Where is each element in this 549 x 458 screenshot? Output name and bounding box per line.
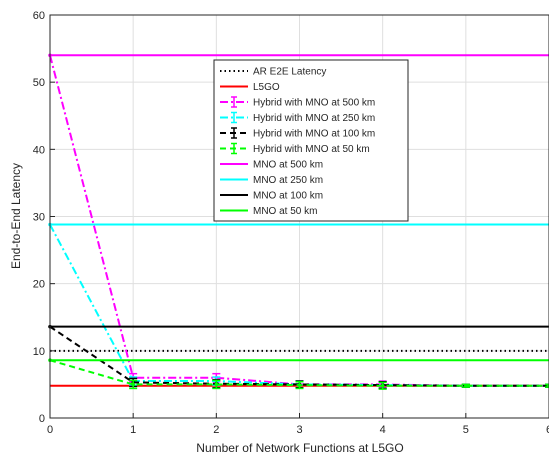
legend-entry: MNO at 50 km xyxy=(220,206,317,217)
series-layer xyxy=(48,53,549,390)
legend-entry: MNO at 100 km xyxy=(220,191,323,202)
legend-entry: Hybrid with MNO at 250 km xyxy=(220,111,375,124)
legend-label: MNO at 100 km xyxy=(253,191,323,202)
legend-label: MNO at 500 km xyxy=(253,160,323,171)
data-point xyxy=(297,383,302,387)
y-axis-label: End-to-End Latency xyxy=(9,163,23,269)
x-tick-label: 0 xyxy=(47,424,53,436)
legend-entry: MNO at 250 km xyxy=(220,175,323,186)
legend-entry: Hybrid with MNO at 500 km xyxy=(220,96,375,109)
legend-entry: Hybrid with MNO at 50 km xyxy=(220,142,370,155)
x-tick-label: 1 xyxy=(130,424,136,436)
series-5 xyxy=(48,358,549,390)
x-tick-label: 2 xyxy=(213,424,219,436)
y-tick-label: 10 xyxy=(33,346,45,358)
data-point xyxy=(131,382,135,387)
x-tick-label: 4 xyxy=(380,424,386,436)
y-tick-label: 50 xyxy=(33,77,45,89)
legend-entry: L5GO xyxy=(220,82,280,93)
x-axis-label: Number of Network Functions at L5GO xyxy=(196,441,403,455)
legend-label: Hybrid with MNO at 500 km xyxy=(253,98,375,109)
legend-label: MNO at 250 km xyxy=(253,175,323,186)
axes xyxy=(49,14,549,419)
legend-label: Hybrid with MNO at 50 km xyxy=(253,144,370,155)
y-tick-label: 0 xyxy=(39,413,45,425)
legend-entry: Hybrid with MNO at 100 km xyxy=(220,127,375,140)
y-tick-label: 20 xyxy=(33,279,45,291)
legend: AR E2E Latency L5GO Hybrid with MNO at 500… xyxy=(213,59,409,222)
y-tick-label: 30 xyxy=(33,212,45,224)
data-point xyxy=(464,383,468,388)
data-point xyxy=(214,382,219,387)
x-tick-label: 3 xyxy=(296,424,302,436)
legend-label: L5GO xyxy=(253,82,280,93)
x-tick-label: 6 xyxy=(546,424,549,436)
data-point xyxy=(380,383,385,388)
legend-label: Hybrid with MNO at 100 km xyxy=(253,129,375,140)
y-tick-label: 40 xyxy=(33,144,45,156)
legend-label: Hybrid with MNO at 250 km xyxy=(253,113,375,124)
x-tick-label: 5 xyxy=(463,424,469,436)
legend-entry: MNO at 500 km xyxy=(220,160,323,171)
legend-label: AR E2E Latency xyxy=(253,67,326,78)
legend-label: MNO at 50 km xyxy=(253,206,317,217)
tick-labels: 01234560102030405060 xyxy=(33,10,549,436)
y-tick-label: 60 xyxy=(33,10,45,22)
legend-entry: AR E2E Latency xyxy=(220,67,326,78)
